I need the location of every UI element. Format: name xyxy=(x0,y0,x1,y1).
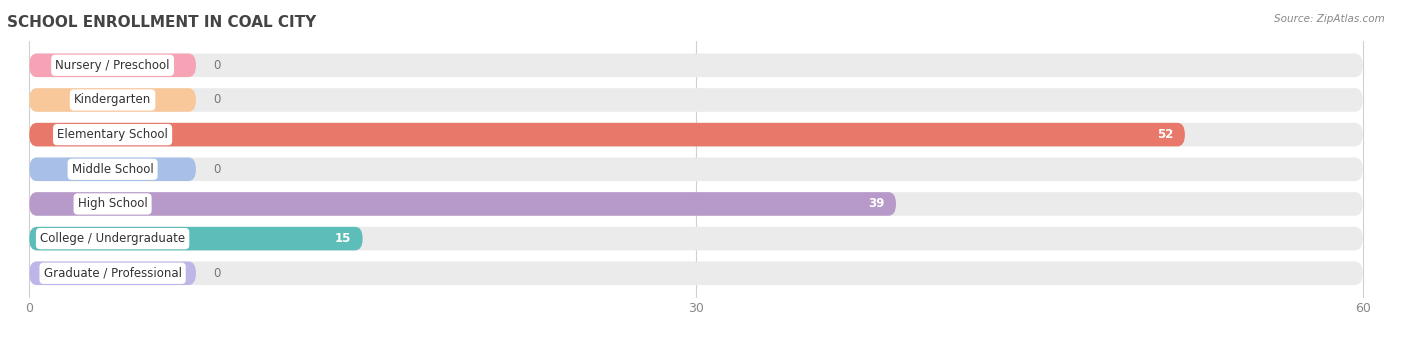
Text: 15: 15 xyxy=(335,232,352,245)
FancyBboxPatch shape xyxy=(30,53,195,77)
Text: 39: 39 xyxy=(869,197,884,210)
FancyBboxPatch shape xyxy=(30,88,195,112)
Text: 52: 52 xyxy=(1157,128,1174,141)
FancyBboxPatch shape xyxy=(30,158,1362,181)
Text: SCHOOL ENROLLMENT IN COAL CITY: SCHOOL ENROLLMENT IN COAL CITY xyxy=(7,15,316,30)
Text: 0: 0 xyxy=(214,93,221,106)
FancyBboxPatch shape xyxy=(30,227,363,250)
FancyBboxPatch shape xyxy=(30,88,1362,112)
FancyBboxPatch shape xyxy=(30,262,1362,285)
FancyBboxPatch shape xyxy=(30,227,1362,250)
Text: Source: ZipAtlas.com: Source: ZipAtlas.com xyxy=(1274,14,1385,24)
FancyBboxPatch shape xyxy=(30,192,1362,216)
FancyBboxPatch shape xyxy=(30,53,1362,77)
Text: 0: 0 xyxy=(214,59,221,72)
FancyBboxPatch shape xyxy=(30,192,896,216)
Text: High School: High School xyxy=(77,197,148,210)
Text: College / Undergraduate: College / Undergraduate xyxy=(39,232,186,245)
Text: Kindergarten: Kindergarten xyxy=(75,93,152,106)
Text: 0: 0 xyxy=(214,267,221,280)
Text: Middle School: Middle School xyxy=(72,163,153,176)
Text: Elementary School: Elementary School xyxy=(58,128,169,141)
Text: Graduate / Professional: Graduate / Professional xyxy=(44,267,181,280)
FancyBboxPatch shape xyxy=(30,123,1185,146)
FancyBboxPatch shape xyxy=(30,158,195,181)
Text: 0: 0 xyxy=(214,163,221,176)
FancyBboxPatch shape xyxy=(30,262,195,285)
Text: Nursery / Preschool: Nursery / Preschool xyxy=(55,59,170,72)
FancyBboxPatch shape xyxy=(30,123,1362,146)
